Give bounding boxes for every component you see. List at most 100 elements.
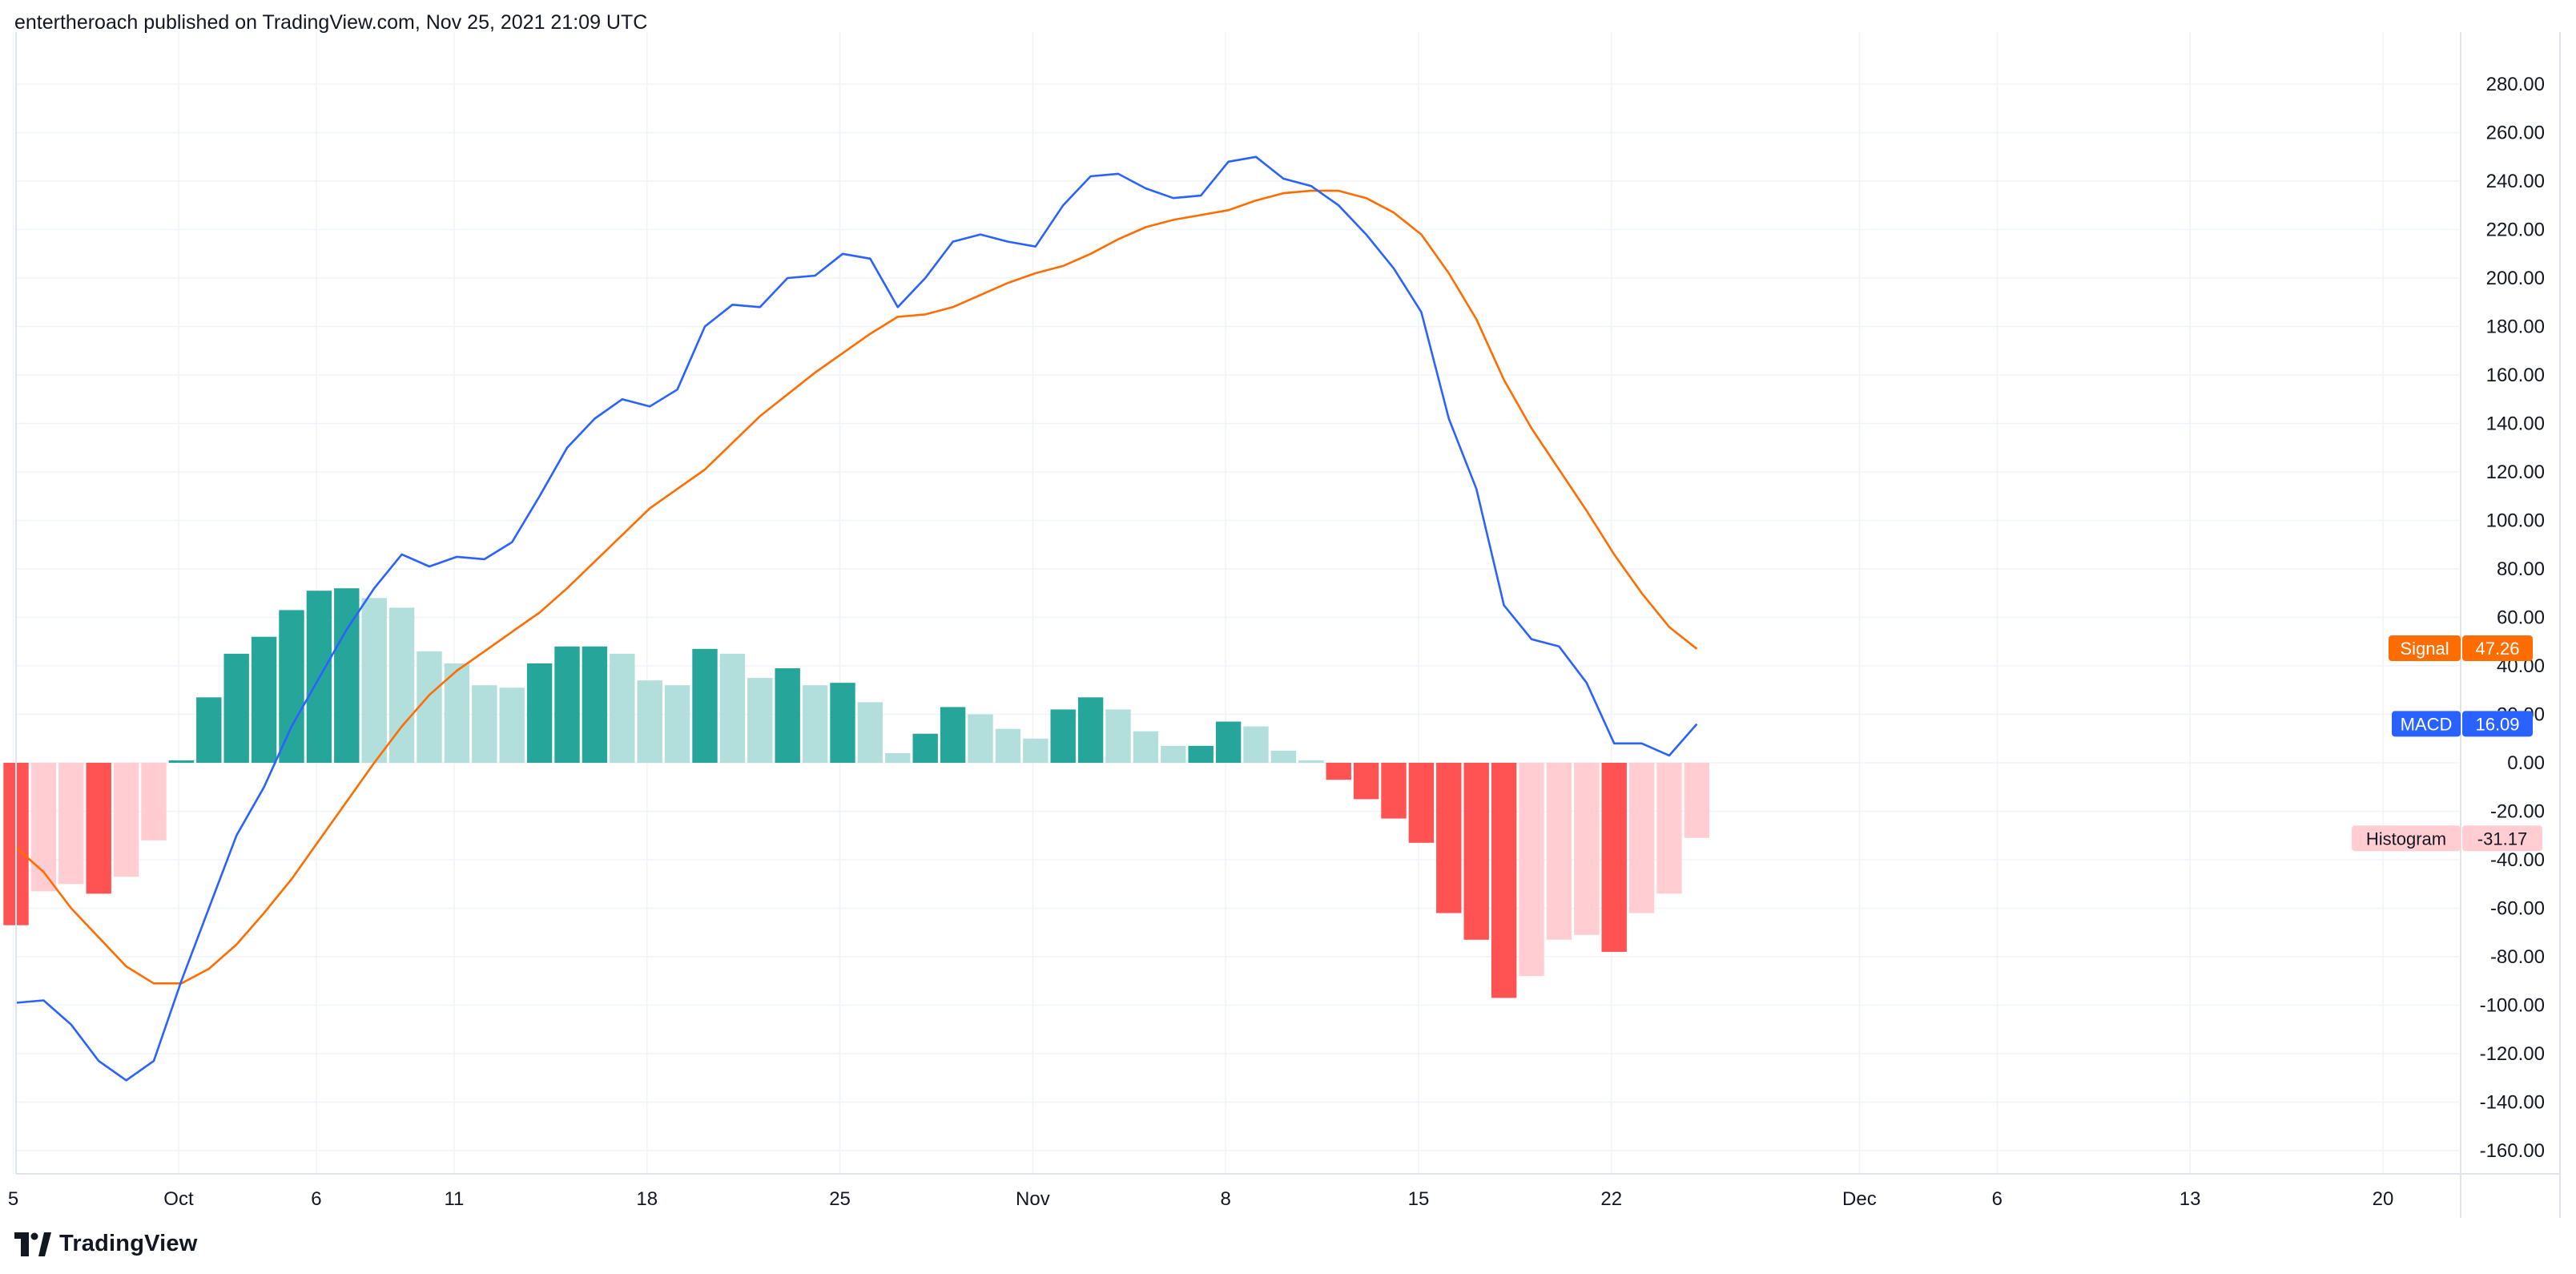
histogram-bar: [279, 610, 304, 763]
histogram-bar: [417, 651, 442, 763]
histogram-bar: [1574, 763, 1600, 935]
histogram-bar: [719, 653, 746, 763]
value-tags: Signal 47.26 MACD 16.09 Histogram -31.17: [2352, 635, 2542, 852]
signal-value: 47.26: [2475, 639, 2519, 659]
time-axis[interactable]: 5 Oct 6 11 18 25 Nov 8 15 22 Dec 6 13 20: [8, 1188, 2393, 1210]
y-tick-label: 220.00: [2486, 220, 2545, 241]
histogram-bar: [1105, 709, 1131, 763]
histogram-bar: [582, 646, 608, 763]
y-tick-label: 80.00: [2497, 558, 2545, 580]
y-tick-label: 100.00: [2486, 510, 2545, 532]
histogram-bar: [1050, 709, 1076, 763]
histogram-bar: [1436, 763, 1462, 913]
price-axis[interactable]: 280.00 260.00 240.00 220.00 200.00 180.00 160.…: [2480, 74, 2545, 1162]
line-series: [15, 155, 1698, 1082]
histogram-bar: [251, 636, 277, 763]
y-tick-label: -120.00: [2480, 1043, 2545, 1065]
histogram-bar: [1161, 745, 1186, 763]
x-tick-label: 5: [8, 1188, 18, 1210]
y-tick-label: -60.00: [2490, 898, 2545, 920]
histogram-bar: [912, 733, 938, 763]
histogram-bar: [747, 678, 773, 763]
x-tick-label: Nov: [1016, 1188, 1050, 1210]
x-tick-label: 8: [1220, 1188, 1230, 1210]
histogram-bar: [554, 646, 580, 763]
y-tick-label: -20.00: [2490, 801, 2545, 823]
histogram-bar: [444, 663, 470, 763]
histogram-bar: [1215, 721, 1242, 763]
y-tick-label: -160.00: [2480, 1140, 2545, 1162]
histogram-bar: [610, 653, 635, 763]
y-tick-label: 200.00: [2486, 268, 2545, 289]
y-tick-label: 120.00: [2486, 462, 2545, 483]
histogram-bar: [113, 763, 139, 877]
histogram-bar: [664, 685, 690, 763]
histogram-bar: [830, 683, 855, 763]
x-tick-label: 6: [311, 1188, 321, 1210]
macd-name: MACD: [2401, 714, 2453, 734]
histogram-bar: [1519, 763, 1544, 977]
histogram-bar: [141, 763, 167, 841]
y-tick-label: 280.00: [2486, 74, 2545, 95]
histogram-bar: [1077, 697, 1104, 763]
signal-value-tag: [2462, 635, 2533, 662]
x-tick-label: 25: [829, 1188, 851, 1210]
signal-label-tag: [2389, 635, 2461, 662]
histogram-bar: [1408, 763, 1435, 843]
y-tick-label: 240.00: [2486, 171, 2545, 192]
x-tick-label: 20: [2373, 1188, 2394, 1210]
tradingview-logo-icon: [14, 1232, 51, 1256]
y-tick-label: 180.00: [2486, 316, 2545, 338]
brand-name: TradingView: [59, 1231, 198, 1256]
histogram-bar: [30, 763, 57, 892]
histogram-bar: [1133, 731, 1159, 763]
histogram-bar: [995, 728, 1021, 763]
y-tick-label: 160.00: [2486, 365, 2545, 386]
chart-axes: [15, 32, 2561, 1218]
histogram-bar: [361, 598, 387, 763]
macd-value: 16.09: [2475, 714, 2519, 734]
histogram-bar: [1628, 763, 1655, 913]
histogram-series: [3, 588, 1710, 998]
signal-name: Signal: [2400, 639, 2449, 659]
histogram-bar: [1023, 738, 1049, 763]
histogram-bar: [857, 702, 883, 763]
x-tick-label: Dec: [1842, 1188, 1877, 1210]
histogram-value-tag: [2462, 825, 2542, 852]
x-tick-label: 15: [1408, 1188, 1430, 1210]
histogram-bar: [1381, 763, 1407, 819]
x-tick-label: 22: [1600, 1188, 1622, 1210]
x-tick-label: 11: [444, 1188, 464, 1210]
histogram-bar: [168, 760, 195, 763]
histogram-bar: [802, 685, 828, 763]
y-tick-label: -100.00: [2480, 995, 2545, 1017]
histogram-bar: [472, 685, 497, 763]
histogram-bar: [885, 752, 911, 763]
signal-line: [15, 189, 1698, 985]
histogram-bar: [1491, 763, 1517, 998]
publisher-caption: entertheroach published on TradingView.c…: [14, 11, 648, 34]
x-tick-label: 6: [1992, 1188, 2002, 1210]
y-tick-label: 0.00: [2507, 752, 2545, 774]
histogram-bar: [1353, 763, 1379, 800]
tradingview-branding[interactable]: TradingView: [14, 1231, 198, 1257]
histogram-bar: [196, 697, 222, 763]
x-tick-label: 18: [636, 1188, 658, 1210]
y-tick-label: 140.00: [2486, 413, 2545, 435]
y-tick-label: -40.00: [2490, 849, 2545, 871]
y-tick-label: 260.00: [2486, 123, 2545, 144]
x-tick-label: 13: [2180, 1188, 2201, 1210]
histogram-bar: [1601, 763, 1627, 952]
histogram-bar: [1270, 750, 1297, 763]
histogram-name: Histogram: [2366, 829, 2446, 849]
macd-label-tag: [2392, 711, 2461, 737]
y-tick-label: -140.00: [2480, 1092, 2545, 1114]
x-tick-label: Oct: [163, 1188, 194, 1210]
histogram-bar: [1243, 726, 1269, 763]
y-tick-label: 60.00: [2497, 607, 2545, 629]
histogram-bar: [223, 653, 249, 763]
histogram-bar: [1298, 760, 1324, 763]
y-tick-label: -80.00: [2490, 946, 2545, 968]
macd-value-tag: [2462, 711, 2533, 737]
